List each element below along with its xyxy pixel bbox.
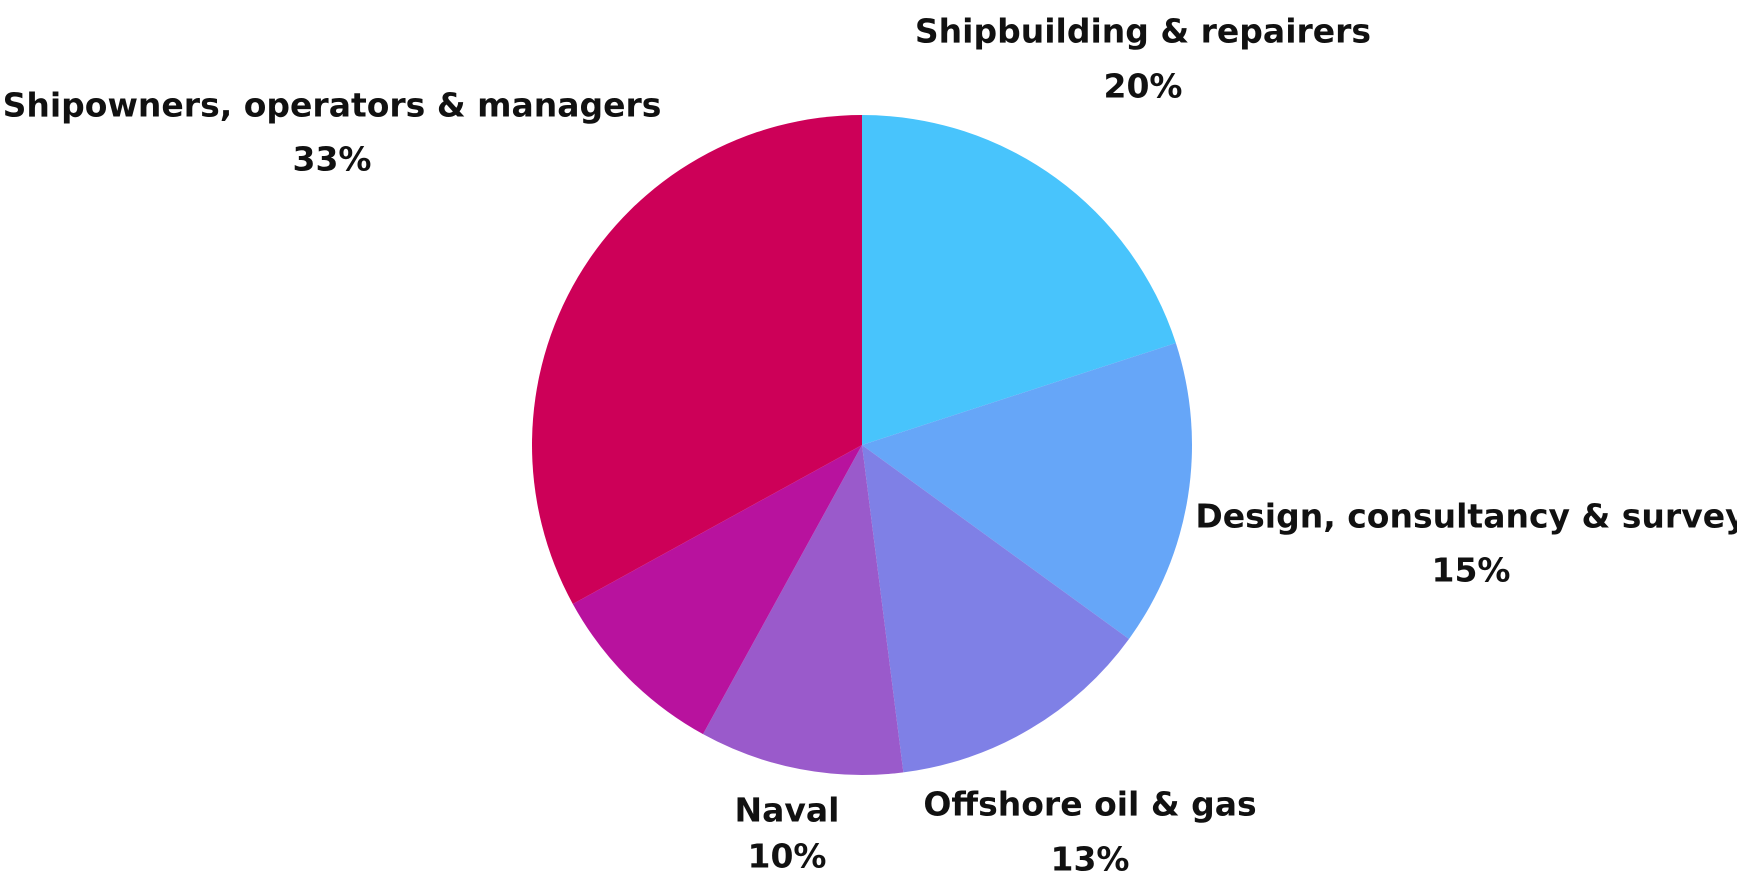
- slice-label: Naval: [735, 791, 840, 830]
- pie-slice: [572, 445, 862, 735]
- pie-slice: [862, 115, 1176, 445]
- slice-label: Shipowners, operators & managers: [3, 86, 662, 125]
- pie-slice: [532, 115, 862, 604]
- slice-value-label: 13%: [1051, 840, 1130, 878]
- slice-label: Design, consultancy & survey: [1195, 497, 1737, 536]
- pie-slice: [862, 343, 1192, 639]
- pie-slice: [862, 445, 1129, 773]
- slice-value-label: 20%: [1104, 67, 1183, 106]
- slice-label: Offshore oil & gas: [923, 785, 1256, 824]
- slice-label: Shipbuilding & repairers: [915, 12, 1371, 51]
- slice-value-label: 15%: [1432, 551, 1511, 590]
- slice-value-label: 10%: [748, 837, 827, 876]
- pie-slice: [703, 445, 904, 775]
- slice-value-label: 33%: [293, 140, 372, 179]
